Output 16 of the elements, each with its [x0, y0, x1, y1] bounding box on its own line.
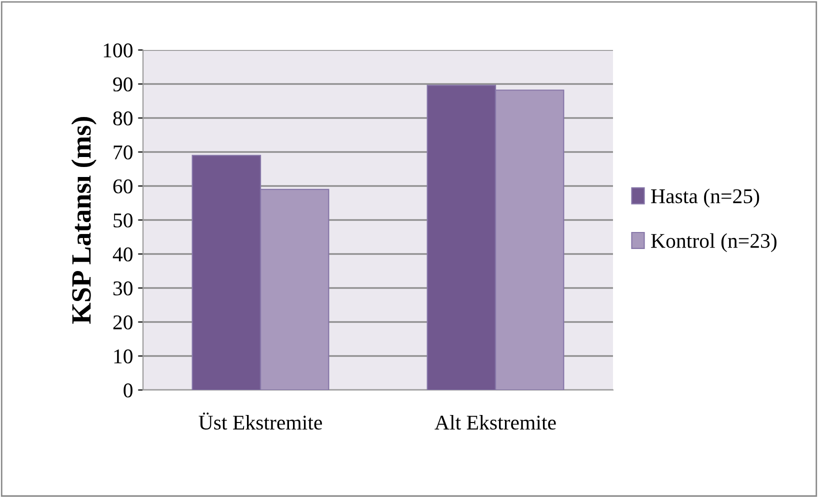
x-tick-label: Üst Ekstremite: [198, 412, 322, 430]
y-tick-label: 50: [114, 213, 132, 228]
y-tick-label: 100: [104, 43, 132, 58]
y-tick-label: 20: [113, 315, 132, 330]
y-tick-label: 10: [114, 349, 132, 364]
legend-label: Kontrol (n=23): [651, 233, 776, 252]
legend-label: Hasta (n=25): [651, 188, 760, 208]
y-tick-label: 60: [113, 179, 132, 194]
y-tick-label: 70: [114, 145, 132, 160]
y-tick-label: 30: [113, 281, 132, 296]
y-tick-label: 0: [124, 383, 132, 398]
y-tick-label: 40: [112, 247, 132, 262]
y-tick-label: 90: [113, 77, 132, 92]
y-axis-title: KSP Latansı (ms): [71, 117, 96, 324]
x-tick-label: Alt Ekstremite: [434, 415, 556, 430]
y-tick-label: 80: [113, 111, 132, 126]
